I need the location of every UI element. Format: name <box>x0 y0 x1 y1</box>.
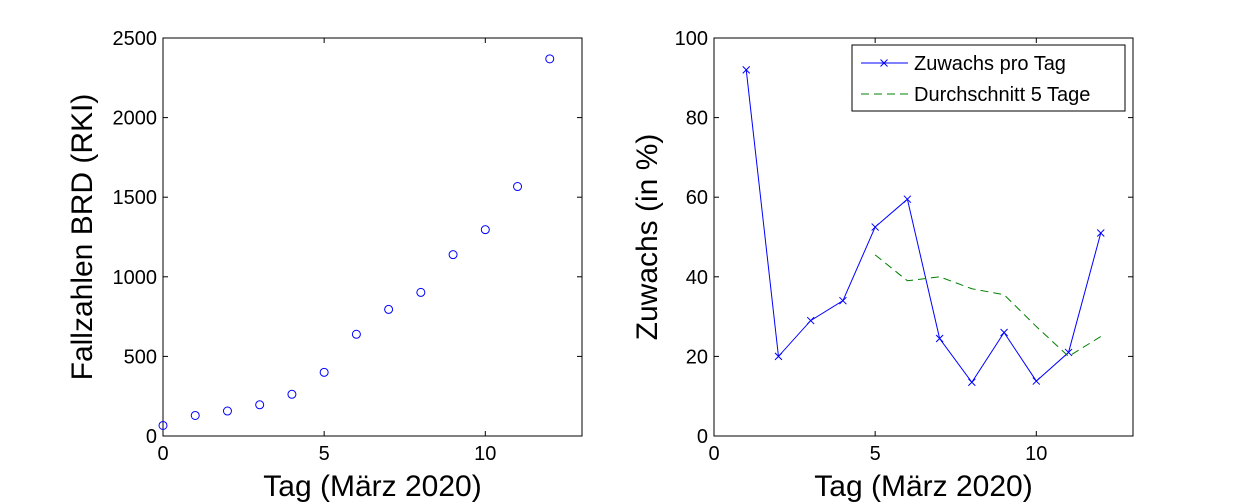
x-marker-point <box>935 334 944 343</box>
x-tick-label: 10 <box>474 443 496 465</box>
plot-area-frame <box>713 37 1134 437</box>
scatter-point <box>255 400 265 410</box>
legend-entry-label: Durchschnitt 5 Tage <box>914 84 1090 106</box>
y-tick-label: 60 <box>686 187 708 209</box>
x-tick-label: 10 <box>1025 443 1047 465</box>
scatter-point <box>190 410 200 420</box>
legend-entry-label: Zuwachs pro Tag <box>914 53 1066 75</box>
scatter-point <box>287 389 297 399</box>
x-marker-point <box>967 378 976 387</box>
x-tick-label: 0 <box>157 443 168 465</box>
scatter-point <box>222 406 232 416</box>
plot-area-frame <box>162 37 583 437</box>
chart-left-case-counts: 0 5 10 0 500 1000 1500 2000 2500 Tag (März 2020) F… <box>66 28 583 503</box>
x-tick-label: 5 <box>870 443 881 465</box>
scatter-point <box>351 329 361 339</box>
x-marker-point <box>1064 348 1073 357</box>
x-marker-point <box>1096 229 1105 237</box>
scatter-point <box>545 54 555 64</box>
scatter-point <box>384 304 394 314</box>
y-tick-label: 1500 <box>113 187 158 209</box>
scatter-point <box>319 367 329 377</box>
x-tick-label: 0 <box>708 443 719 465</box>
x-marker-point <box>806 316 815 325</box>
y-tick-label: 40 <box>686 267 708 289</box>
y-tick-label: 500 <box>124 346 157 368</box>
scatter-point <box>448 250 458 260</box>
y-axis-label: Fallzahlen BRD (RKI) <box>66 94 99 381</box>
x-marker-point <box>742 65 751 74</box>
y-axis-label: Zuwachs (in %) <box>631 134 664 341</box>
x-axis-label: Tag (März 2020) <box>263 470 481 503</box>
x-marker-point <box>774 352 783 361</box>
scatter-point <box>513 182 523 192</box>
x-axis-label: Tag (März 2020) <box>814 470 1032 503</box>
x-tick-label: 5 <box>319 443 330 465</box>
scatter-point <box>158 420 168 430</box>
y-tick-label: 2000 <box>113 108 158 130</box>
y-tick-label: 100 <box>675 28 708 50</box>
x-marker-point <box>871 223 880 231</box>
y-tick-label: 2500 <box>113 28 158 50</box>
scatter-point <box>416 287 426 297</box>
x-marker-point <box>1032 377 1041 385</box>
y-tick-label: 0 <box>697 426 708 448</box>
scatter-point <box>480 225 490 235</box>
y-tick-label: 80 <box>686 108 708 130</box>
x-marker-point <box>839 296 847 305</box>
x-marker-point <box>903 195 912 204</box>
y-tick-label: 1000 <box>113 267 158 289</box>
series-line-0 <box>745 69 1102 384</box>
legend-marker <box>880 59 888 67</box>
series-line-1 <box>874 254 1102 358</box>
y-tick-label: 0 <box>146 426 157 448</box>
legend-box <box>851 44 1126 112</box>
y-tick-label: 20 <box>686 346 708 368</box>
x-marker-point <box>1000 328 1008 337</box>
